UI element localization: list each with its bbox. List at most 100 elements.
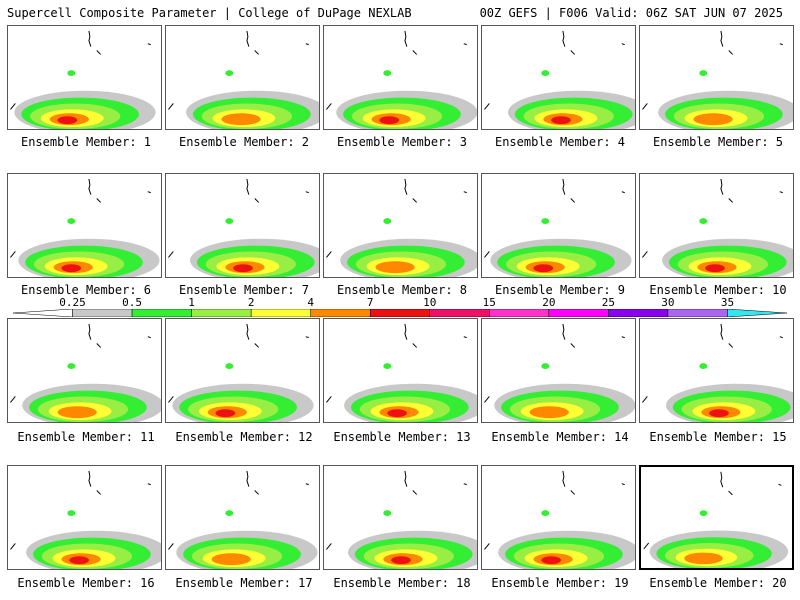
color-scale-segment	[608, 309, 669, 317]
ensemble-panel-1[interactable]	[7, 25, 162, 130]
panel-caption: Ensemble Member: 19	[491, 576, 629, 590]
panel-caption: Ensemble Member: 6	[20, 283, 152, 297]
color-scale-segment	[548, 309, 609, 317]
panel-caption: Ensemble Member: 17	[175, 576, 313, 590]
panel-caption: Ensemble Member: 18	[333, 576, 471, 590]
panel-caption: Ensemble Member: 14	[491, 430, 629, 444]
panel-caption: Ensemble Member: 5	[652, 135, 784, 149]
map-field	[10, 178, 160, 277]
map-field	[10, 470, 161, 569]
ensemble-panel-15[interactable]	[639, 318, 794, 423]
ensemble-panel-4[interactable]	[481, 25, 636, 130]
coastline	[168, 178, 309, 258]
color-scale-label: 1	[188, 296, 195, 309]
coastline	[642, 323, 783, 403]
panel-caption: Ensemble Member: 12	[175, 430, 313, 444]
panel-caption: Ensemble Member: 3	[336, 135, 468, 149]
coastline	[484, 470, 625, 550]
coastline	[484, 323, 625, 403]
panel-caption: Ensemble Member: 20	[649, 576, 787, 590]
map-field	[326, 323, 477, 422]
color-scale-label: 35	[720, 296, 735, 309]
coastline	[10, 470, 151, 550]
color-scale-segment	[369, 309, 431, 317]
coastline	[168, 30, 309, 110]
color-scale-label: 7	[366, 296, 374, 309]
color-scale-segment	[250, 309, 311, 317]
map-field	[642, 178, 793, 277]
map-field	[326, 470, 477, 569]
ensemble-panel-10[interactable]	[639, 173, 794, 278]
color-scale-label: 2	[247, 296, 255, 309]
panel-caption: Ensemble Member: 9	[494, 283, 626, 297]
map-field	[168, 30, 319, 129]
panel-caption: Ensemble Member: 1	[20, 135, 152, 149]
ensemble-panel-17[interactable]	[165, 465, 320, 570]
ensemble-panel-14[interactable]	[481, 318, 636, 423]
coastline	[168, 470, 309, 550]
coastline	[326, 323, 467, 403]
coastline	[642, 30, 783, 110]
coastline	[10, 30, 151, 110]
ensemble-panel-16[interactable]	[7, 465, 162, 570]
color-scale-segment	[727, 309, 787, 317]
coastline	[10, 323, 151, 403]
map-field	[643, 471, 789, 568]
panel-caption: Ensemble Member: 7	[178, 283, 310, 297]
map-field	[326, 30, 477, 129]
panel-caption: Ensemble Member: 15	[649, 430, 787, 444]
color-scale-segment	[310, 309, 371, 317]
color-scale-label: 0.5	[122, 296, 142, 309]
coastline	[642, 178, 783, 258]
ensemble-panel-19[interactable]	[481, 465, 636, 570]
coastline	[326, 470, 467, 550]
ensemble-panel-20[interactable]	[639, 465, 794, 570]
color-scale-label: 4	[307, 296, 314, 309]
color-scale-label: 15	[482, 296, 496, 309]
ensemble-panel-12[interactable]	[165, 318, 320, 423]
color-scale-segment	[667, 309, 728, 317]
ensemble-panel-5[interactable]	[639, 25, 794, 130]
panel-caption: Ensemble Member: 2	[178, 135, 310, 149]
coastline	[168, 323, 309, 403]
panel-caption: Ensemble Member: 16	[17, 576, 155, 590]
ensemble-panel-7[interactable]	[165, 173, 320, 278]
coastline	[643, 471, 782, 550]
ensemble-panel-3[interactable]	[323, 25, 478, 130]
panel-caption: Ensemble Member: 4	[494, 135, 626, 149]
color-scale-label: 30	[661, 296, 675, 309]
map-field	[168, 178, 319, 277]
map-field	[484, 323, 635, 422]
panel-caption: Ensemble Member: 13	[333, 430, 471, 444]
ensemble-panel-11[interactable]	[7, 318, 162, 423]
coastline	[326, 178, 467, 258]
color-scale-segment	[429, 309, 490, 317]
ensemble-panel-18[interactable]	[323, 465, 478, 570]
ensemble-panel-8[interactable]	[323, 173, 478, 278]
coastline	[484, 30, 625, 110]
map-field	[484, 30, 635, 129]
coastline	[326, 30, 467, 110]
color-scale-label: 20	[542, 296, 556, 309]
map-field	[484, 470, 635, 569]
color-scale-start	[13, 309, 73, 317]
map-field	[326, 178, 477, 277]
color-scale-segment	[191, 309, 252, 317]
map-field	[484, 178, 632, 277]
map-field	[168, 323, 314, 422]
color-scale-bar	[13, 309, 787, 317]
ensemble-panel-13[interactable]	[323, 318, 478, 423]
panel-caption: Ensemble Member: 8	[336, 283, 468, 297]
page-title: Supercell Composite Parameter | College …	[7, 6, 412, 20]
ensemble-panel-6[interactable]	[7, 173, 162, 278]
ensemble-panel-2[interactable]	[165, 25, 320, 130]
coastline	[484, 178, 625, 258]
color-scale-label: 25	[601, 296, 615, 309]
map-field	[10, 30, 156, 129]
ensemble-panel-9[interactable]	[481, 173, 636, 278]
map-field	[10, 323, 161, 422]
map-field	[642, 323, 793, 422]
color-scale-segment	[72, 309, 133, 317]
panel-caption: Ensemble Member: 10	[649, 283, 787, 297]
color-scale-label: 0.25	[59, 296, 86, 309]
